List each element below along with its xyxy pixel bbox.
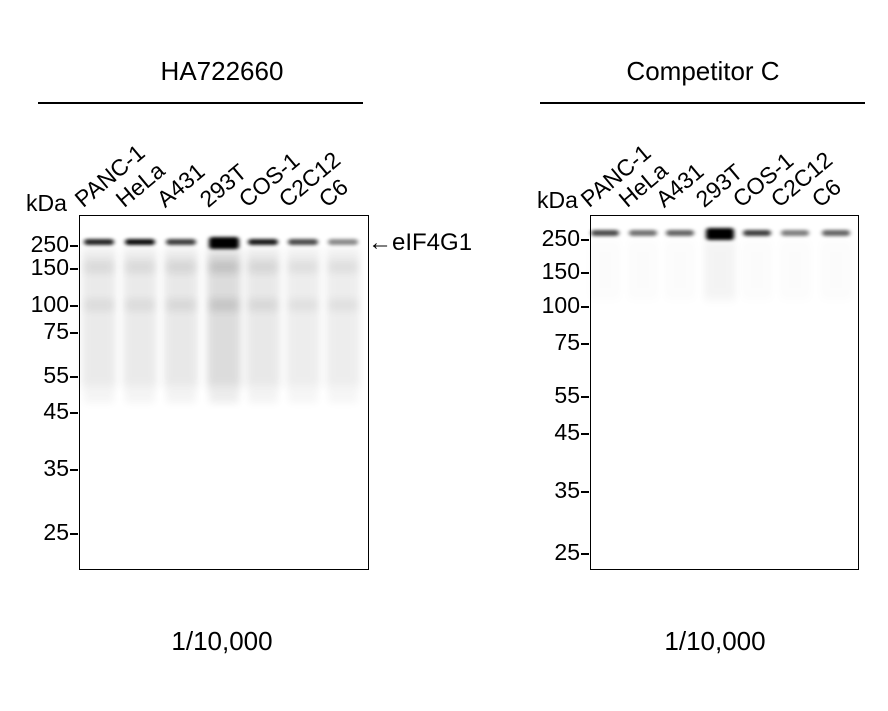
marker-label: 45 <box>43 398 69 424</box>
main-band <box>166 239 196 245</box>
marker-label: 150 <box>541 258 580 284</box>
marker-tick <box>70 268 78 270</box>
marker-label: 250 <box>30 231 69 257</box>
panel-1-target-label: ←eIF4G1 <box>368 229 473 256</box>
marker-label: 35 <box>43 455 69 481</box>
panel-1-dilution: 1/10,000 <box>171 626 273 656</box>
main-band <box>666 230 694 236</box>
lane-smear <box>326 249 360 389</box>
minor-band <box>166 301 196 309</box>
minor-band <box>248 263 278 271</box>
main-band <box>822 230 850 236</box>
marker-tick <box>70 332 78 334</box>
lane-smear <box>286 249 320 389</box>
main-band <box>591 230 619 236</box>
minor-band <box>288 393 318 401</box>
minor-band <box>125 393 155 401</box>
marker-label: 55 <box>554 382 580 408</box>
marker-tick <box>70 412 78 414</box>
main-band <box>209 237 239 249</box>
minor-band <box>209 263 239 271</box>
marker-tick <box>70 533 78 535</box>
lane-smear <box>246 249 280 389</box>
minor-band <box>248 393 278 401</box>
minor-band <box>328 393 358 401</box>
marker-label: 150 <box>30 254 69 280</box>
panel-2-blot-frame <box>590 215 859 570</box>
marker-tick <box>581 396 589 398</box>
minor-band <box>328 301 358 309</box>
lane-smear <box>82 249 116 389</box>
marker-tick <box>581 272 589 274</box>
marker-label: 100 <box>541 292 580 318</box>
lane-smear <box>207 249 241 389</box>
minor-band <box>209 393 239 401</box>
panel-2-title-rule <box>540 102 865 104</box>
main-band <box>84 239 114 245</box>
minor-band <box>84 301 114 309</box>
main-band <box>706 228 734 240</box>
minor-band <box>328 263 358 271</box>
panel-2-dilution: 1/10,000 <box>664 626 766 656</box>
panel-1-blot-frame <box>79 215 369 570</box>
minor-band <box>288 263 318 271</box>
marker-tick <box>70 305 78 307</box>
panel-2-kda-label: kDa <box>537 187 578 213</box>
marker-tick <box>581 433 589 435</box>
marker-tick <box>70 469 78 471</box>
marker-tick <box>581 239 589 241</box>
minor-band <box>288 301 318 309</box>
panel-1-kda-label: kDa <box>26 190 67 216</box>
marker-tick <box>581 306 589 308</box>
marker-tick <box>581 343 589 345</box>
main-band <box>248 239 278 245</box>
lane-smear <box>164 249 198 389</box>
marker-tick <box>581 553 589 555</box>
panel-2-title: Competitor C <box>626 56 780 86</box>
marker-label: 250 <box>541 225 580 251</box>
marker-label: 25 <box>554 539 580 565</box>
main-band <box>288 239 318 245</box>
marker-label: 25 <box>43 519 69 545</box>
marker-label: 75 <box>43 318 69 344</box>
main-band <box>125 239 155 245</box>
lane-smear <box>704 240 736 300</box>
minor-band <box>84 393 114 401</box>
marker-tick <box>581 491 589 493</box>
minor-band <box>166 263 196 271</box>
minor-band <box>248 301 278 309</box>
minor-band <box>84 263 114 271</box>
marker-label: 45 <box>554 419 580 445</box>
marker-tick <box>70 245 78 247</box>
minor-band <box>166 393 196 401</box>
main-band <box>781 230 809 236</box>
marker-label: 100 <box>30 291 69 317</box>
marker-label: 55 <box>43 362 69 388</box>
panel-1-title-rule <box>38 102 363 104</box>
minor-band <box>209 301 239 309</box>
lane-smear <box>123 249 157 389</box>
minor-band <box>125 301 155 309</box>
marker-label: 35 <box>554 477 580 503</box>
main-band <box>743 230 771 236</box>
marker-tick <box>70 376 78 378</box>
panel-1-title: HA722660 <box>160 56 284 86</box>
marker-label: 75 <box>554 329 580 355</box>
main-band <box>328 239 358 245</box>
main-band <box>629 230 657 236</box>
minor-band <box>125 263 155 271</box>
